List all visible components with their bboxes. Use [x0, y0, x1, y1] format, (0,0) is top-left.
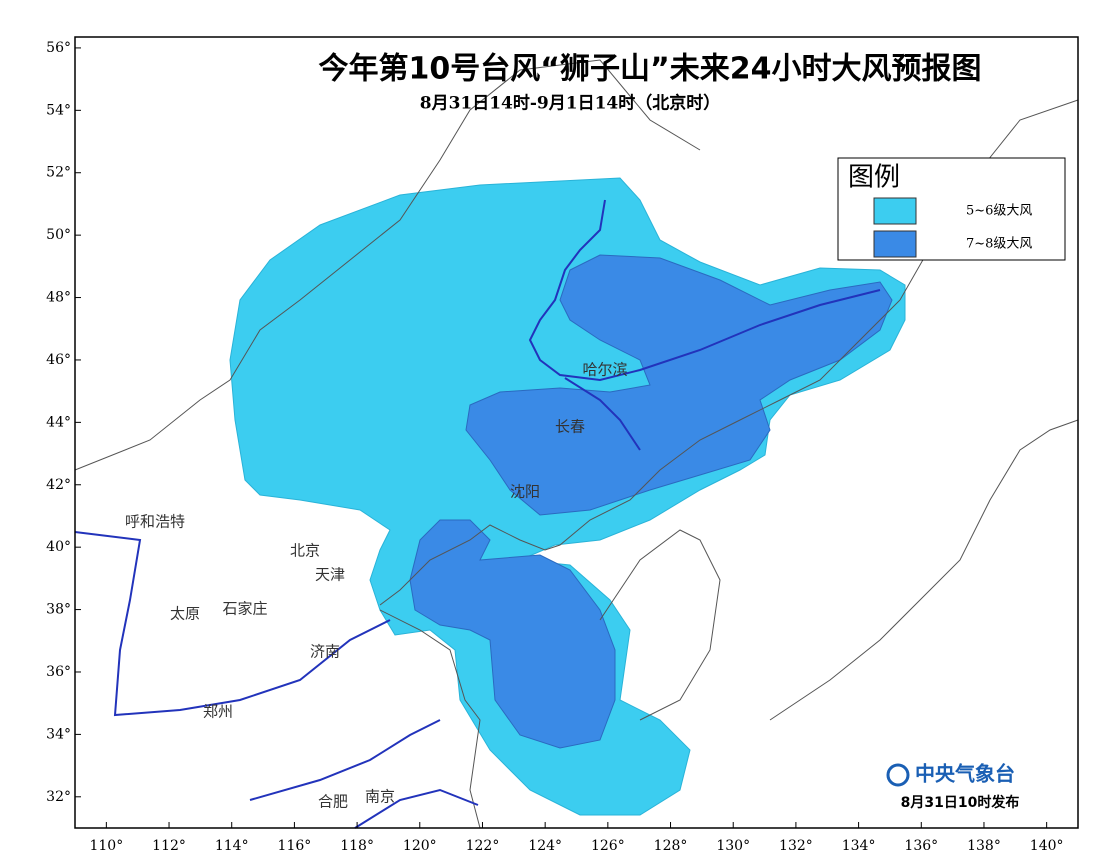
coastline	[769, 419, 1079, 721]
city-label: 郑州	[203, 703, 233, 721]
river	[249, 719, 441, 801]
zone-dark	[465, 254, 893, 516]
lon-tick-label: 122°	[466, 838, 500, 854]
lon-tick-label: 110°	[89, 838, 123, 854]
boundaries	[74, 59, 1079, 829]
map-frame	[74, 36, 1079, 829]
lat-tick-label: 44°	[46, 414, 71, 430]
lat-tick-label: 52°	[46, 165, 71, 181]
city-label: 长春	[555, 418, 585, 436]
river	[564, 377, 641, 451]
city-label: 天津	[315, 566, 345, 584]
lon-tick-label: 120°	[403, 838, 437, 854]
lon-tick-label: 134°	[842, 838, 876, 854]
city-label: 沈阳	[510, 483, 540, 501]
lat-tick-label: 32°	[46, 789, 71, 805]
border	[74, 59, 701, 471]
lon-tick-label: 132°	[779, 838, 813, 854]
lat-tick-label: 36°	[46, 664, 71, 680]
issued: 8月31日10时发布	[901, 794, 1020, 811]
lon-tick-label: 128°	[654, 838, 688, 854]
legend-label: 7~8级大风	[966, 237, 1032, 252]
lon-tick-label: 138°	[967, 838, 1001, 854]
city-label: 合肥	[318, 793, 348, 811]
lat-tick-label: 54°	[46, 102, 71, 118]
lat-tick-label: 50°	[46, 227, 71, 243]
lat-tick-label: 34°	[46, 726, 71, 742]
lat-tick-label: 40°	[46, 539, 71, 555]
legend-label: 5~6级大风	[966, 204, 1032, 219]
city-label: 太原	[170, 605, 200, 623]
legend-title: 图例	[848, 163, 900, 193]
lat-tick-label: 38°	[46, 602, 71, 618]
river	[528, 199, 881, 382]
lon-tick-label: 118°	[340, 838, 374, 854]
lat-tick-label: 56°	[46, 40, 71, 56]
logo	[886, 763, 910, 787]
lat-tick-label: 42°	[46, 477, 71, 493]
lon-tick-label: 114°	[215, 838, 249, 854]
lon-tick-label: 124°	[528, 838, 562, 854]
lon-tick-label: 116°	[278, 838, 312, 854]
river	[74, 531, 391, 717]
lat-tick-label: 48°	[46, 290, 71, 306]
lon-tick-label: 126°	[591, 838, 625, 854]
city-label: 济南	[310, 643, 340, 661]
river	[354, 788, 479, 829]
lon-tick-label: 130°	[716, 838, 750, 854]
city-label: 石家庄	[222, 600, 267, 618]
city-label: 北京	[290, 542, 320, 560]
lon-tick-label: 140°	[1030, 838, 1064, 854]
title: 今年第10号台风“狮子山”未来24小时大风预报图	[319, 52, 982, 87]
legend-swatch	[873, 197, 917, 225]
coastline	[599, 529, 721, 721]
zone-dark	[409, 519, 616, 749]
city-label: 哈尔滨	[582, 361, 627, 379]
lon-tick-label: 112°	[152, 838, 186, 854]
city-label: 南京	[365, 788, 395, 806]
wind-zones	[229, 177, 906, 816]
legend-swatch	[873, 230, 917, 258]
coastline	[379, 609, 481, 829]
lon-tick-label: 136°	[904, 838, 938, 854]
issuer: 中央气象台	[915, 762, 1015, 786]
subtitle: 8月31日14时-9月1日14时（北京时）	[420, 93, 721, 114]
city-label: 呼和浩特	[125, 513, 185, 531]
lat-tick-label: 46°	[46, 352, 71, 368]
